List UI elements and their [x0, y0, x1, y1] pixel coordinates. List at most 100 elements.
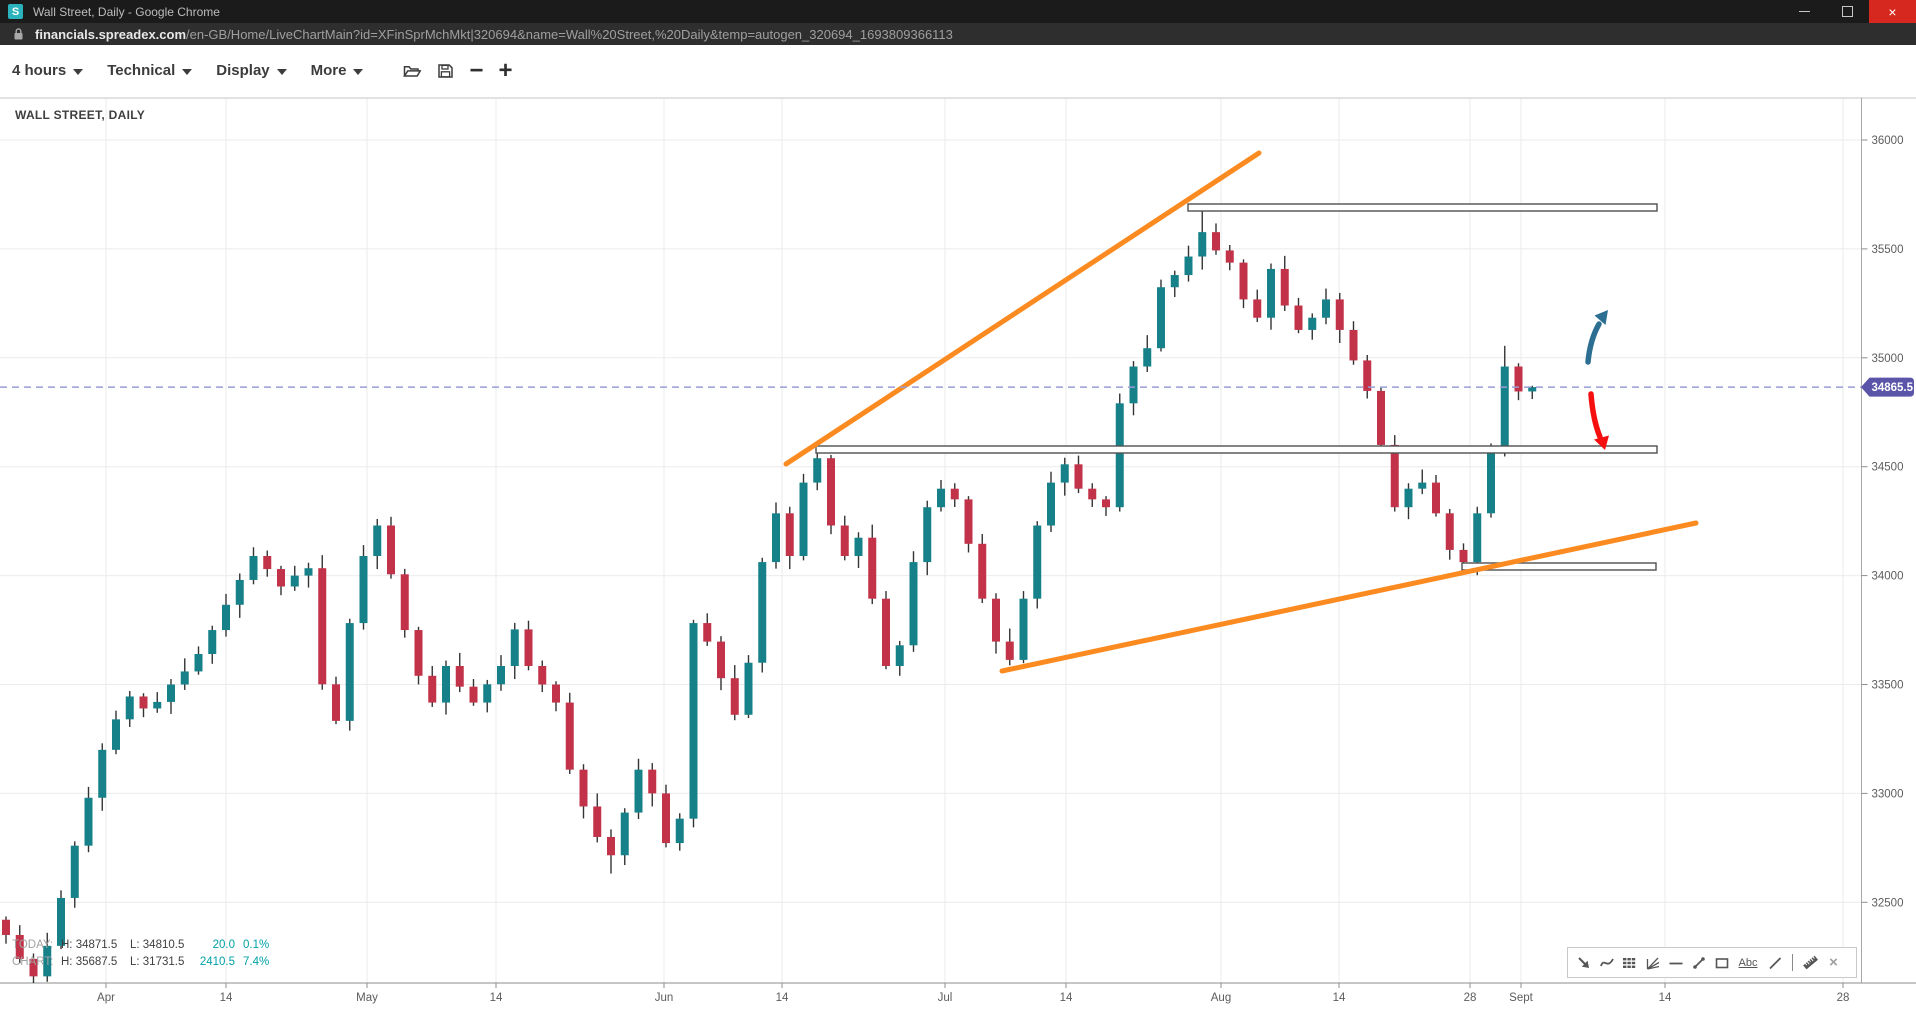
zoom-in-icon[interactable]: +	[498, 56, 513, 84]
rectangle-tool-icon[interactable]	[1713, 954, 1730, 971]
diagonal-line-icon[interactable]	[1766, 954, 1783, 971]
date-tick-label: 14	[1060, 992, 1073, 1004]
date-tick-label: Jun	[655, 992, 674, 1004]
support-resistance-box[interactable]	[1461, 562, 1657, 571]
date-tick-label: May	[356, 992, 378, 1004]
legend-change: 20.0	[212, 939, 235, 951]
technical-menu-label: Technical	[107, 62, 176, 79]
candle-down	[414, 630, 423, 676]
legend-high: H: 34871.5	[61, 939, 118, 951]
trendline[interactable]	[783, 150, 1262, 467]
trend-segment-icon[interactable]	[1690, 954, 1707, 971]
legend-low: L: 31731.5	[130, 956, 185, 968]
legend-low: L: 34810.5	[130, 939, 185, 951]
url-text[interactable]: financials.spreadex.com/en-GB/Home/LiveC…	[35, 27, 953, 42]
close-button[interactable]: ×	[1869, 0, 1916, 23]
candle-up	[1500, 366, 1509, 453]
browser-urlbar[interactable]: financials.spreadex.com/en-GB/Home/LiveC…	[0, 23, 1916, 45]
timeframe-menu[interactable]: 4 hours	[12, 62, 84, 79]
technical-menu[interactable]: Technical	[107, 62, 193, 79]
support-resistance-box[interactable]	[815, 445, 1658, 454]
candle-up	[70, 845, 79, 898]
zoom-out-icon[interactable]: −	[469, 58, 483, 82]
candle-up	[689, 623, 698, 819]
candle-up	[675, 818, 684, 844]
grid-tool-icon[interactable]	[1621, 954, 1638, 971]
price-tick-label: 34500	[1872, 462, 1904, 474]
candle-up	[923, 507, 932, 563]
candle-down	[428, 675, 437, 703]
candle-down	[469, 686, 478, 703]
candle-up	[43, 945, 52, 977]
candle-up	[345, 623, 354, 721]
candle-down	[1432, 482, 1440, 514]
candle-up	[208, 630, 217, 655]
legend-high: H: 35687.5	[61, 956, 118, 968]
candle-down	[1514, 366, 1523, 392]
display-menu[interactable]: Display	[216, 62, 287, 79]
chart-toolbar: 4 hours Technical Display More	[0, 45, 1916, 96]
legend-change-pct: 7.4%	[243, 956, 270, 968]
candlestick-series[interactable]	[2, 208, 1537, 988]
candle-down	[607, 836, 615, 856]
candle-down	[840, 525, 849, 556]
candle-up	[1047, 482, 1055, 526]
candle-up	[1473, 513, 1482, 563]
candle-down	[565, 702, 574, 770]
candle-up	[1060, 464, 1069, 483]
candle-up	[497, 665, 505, 685]
candle-up	[1404, 488, 1413, 508]
candle-up	[222, 604, 230, 631]
plus-glyph: +	[498, 56, 513, 84]
candle-down	[538, 665, 547, 685]
gridlines	[0, 98, 1862, 983]
price-tick-label: 33500	[1872, 680, 1904, 692]
candle-down	[277, 569, 285, 587]
current-price-tag[interactable]: 34865.5	[1861, 377, 1914, 397]
open-folder-icon[interactable]	[403, 63, 422, 79]
up-arrow-annotation[interactable]	[1585, 310, 1608, 365]
fan-lines-icon[interactable]	[1644, 954, 1661, 971]
chevron-down-icon	[276, 68, 287, 75]
window-title: Wall Street, Daily - Google Chrome	[33, 4, 220, 19]
text-tool-label: Abc	[1738, 956, 1758, 969]
candle-up	[758, 562, 767, 663]
maximize-button[interactable]	[1826, 0, 1869, 23]
candle-up	[510, 629, 519, 666]
legend-change-pct: 0.1%	[243, 939, 270, 951]
text-tool-icon[interactable]: Abc	[1736, 954, 1760, 971]
candle-up	[772, 513, 780, 563]
candle-down	[730, 678, 739, 715]
candle-down	[579, 769, 588, 807]
chart-legend: TODAY: H: 34871.5 L: 34810.5 20.0 0.1% CHART…	[12, 937, 269, 971]
padlock-icon	[14, 28, 23, 40]
close-drawing-toolbar-icon[interactable]: ×	[1829, 954, 1838, 971]
trendline[interactable]	[999, 520, 1699, 674]
candle-up	[125, 696, 134, 720]
save-icon[interactable]	[437, 63, 454, 79]
candle-down	[1377, 390, 1385, 445]
horizontal-line-icon[interactable]	[1667, 954, 1684, 971]
select-arrow-icon[interactable]	[1575, 954, 1592, 971]
ruler-icon[interactable]	[1802, 954, 1819, 971]
date-tick-label: 28	[1837, 992, 1850, 1004]
candle-up	[359, 555, 368, 624]
more-menu[interactable]: More	[311, 62, 364, 79]
freehand-curve-icon[interactable]	[1598, 954, 1615, 971]
down-arrow-annotation[interactable]	[1588, 391, 1609, 450]
support-resistance-box[interactable]	[1187, 203, 1658, 212]
candle-up	[854, 537, 863, 556]
candle-down	[387, 525, 395, 575]
candle-down	[964, 499, 973, 544]
candle-up	[620, 812, 629, 856]
date-tick-label: 14	[1333, 992, 1346, 1004]
candle-up	[304, 568, 313, 576]
minimize-button[interactable]	[1783, 0, 1826, 23]
candle-down	[332, 684, 340, 721]
candle-up	[1308, 317, 1317, 330]
candle-down	[1253, 299, 1262, 318]
candle-up	[1129, 366, 1138, 404]
legend-change: 2410.5	[199, 956, 235, 968]
